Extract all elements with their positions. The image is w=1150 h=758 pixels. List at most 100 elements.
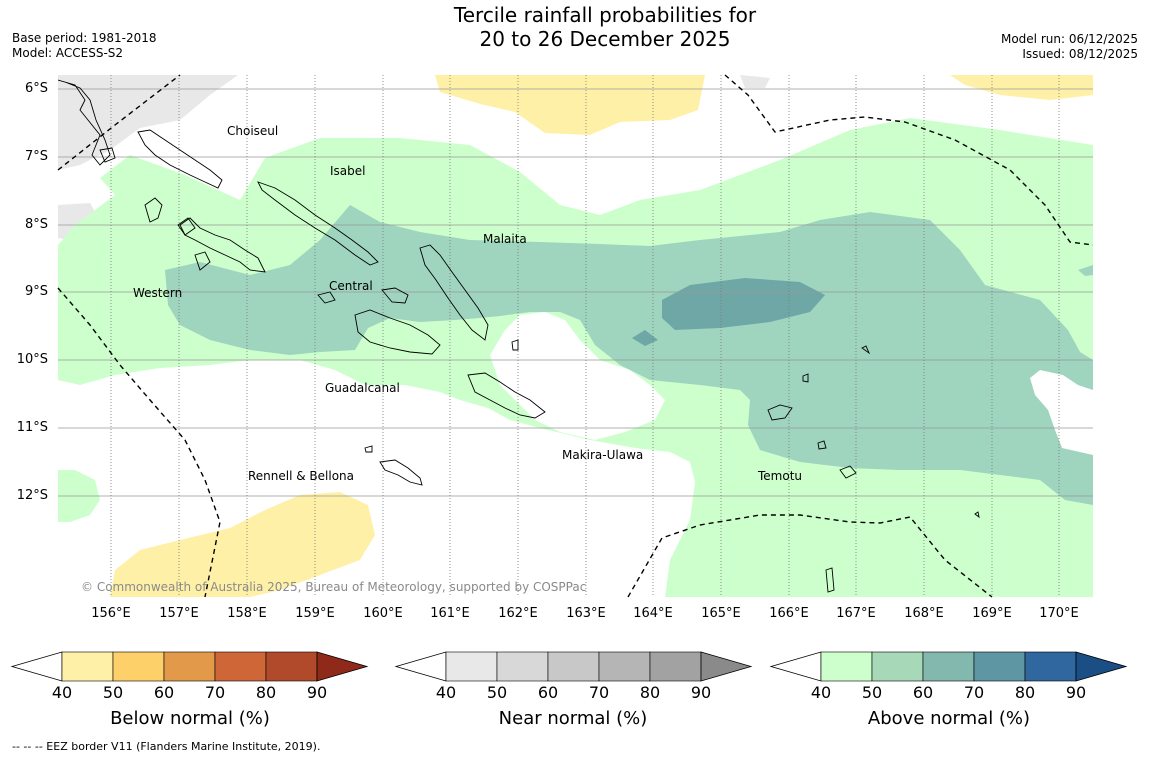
place-label-central: Central (329, 279, 373, 293)
place-label-western: Western (133, 286, 183, 300)
above-normal-60-region-small (632, 330, 658, 346)
vella-lavella-coast (144, 197, 163, 223)
above-normal-50-region-east (1078, 265, 1093, 276)
colorbar-above-tick-80: 80 (1014, 683, 1036, 702)
place-label-makira-ulawa: Makira-Ulawa (562, 448, 644, 462)
lon-label-168e: 168°E (904, 606, 944, 621)
tikopia-coast (974, 511, 980, 519)
base-period: Base period: 1981-2018 (12, 31, 157, 45)
lon-label-167e: 167°E (836, 606, 876, 621)
guadalcanal-coast (354, 309, 441, 355)
colorbar-near-tick-70: 70 (588, 683, 610, 702)
colorbar-title-above: Above normal (%) (867, 708, 1031, 729)
lon-label-169e: 169°E (972, 606, 1012, 621)
eez-border-east (724, 74, 1094, 246)
title-line-1: Tercile rainfall probabilities for (453, 3, 757, 27)
colorbar-above-tick-70: 70 (963, 683, 985, 702)
colorbar-near-tick-40: 40 (435, 683, 457, 702)
near-normal-region-top (740, 75, 770, 88)
model-name: Model: ACCESS-S2 (12, 46, 124, 60)
choiseul-coast (137, 129, 223, 189)
lon-label-157e: 157°E (159, 606, 199, 621)
lat-label-8s: 8°S (24, 217, 48, 232)
above-normal-50-region (165, 205, 1093, 505)
lat-label-10s: 10°S (16, 352, 48, 367)
vanikoro-coast (839, 465, 857, 479)
lon-label-166e: 166°E (769, 606, 809, 621)
eez-borders (57, 74, 1094, 598)
new-georgia-coast (179, 217, 266, 273)
makira-coast (467, 372, 546, 419)
copyright-credit: © Commonwealth of Australia 2025, Bureau… (81, 580, 587, 594)
bougainville-coast (58, 79, 111, 166)
colorbar-title-near: Near normal (%) (498, 708, 648, 729)
above-normal-60-region (662, 278, 825, 330)
below-normal-region-south (110, 492, 375, 597)
eez-legend-note: -- -- -- EEZ border V11 (Flanders Marine… (12, 740, 321, 753)
colorbar-below-tick-80: 80 (255, 683, 277, 702)
anuta-coast (825, 567, 835, 593)
lon-label-161e: 161°E (430, 606, 470, 621)
malaita-coast (419, 244, 489, 341)
colorbar-above-tick-90: 90 (1065, 683, 1087, 702)
near-normal-region-nw (58, 75, 238, 170)
colorbar-below-tick-50: 50 (102, 683, 124, 702)
reef-islands-coast (802, 373, 809, 383)
colorbar-near-tick-60: 60 (537, 683, 559, 702)
lat-label-9s: 9°S (24, 284, 48, 299)
bellona-coast (364, 445, 373, 453)
ulawa-coast (511, 339, 519, 351)
colorbar-above-tick-60: 60 (912, 683, 934, 702)
eez-border-west (57, 287, 221, 598)
santa-cruz-coast (767, 404, 793, 421)
coastlines (58, 79, 980, 593)
colorbar-near-tick-80: 80 (639, 683, 661, 702)
colorbar-above-tick-40: 40 (810, 683, 832, 702)
lat-label-7s: 7°S (24, 149, 48, 164)
lat-label-12s: 12°S (16, 488, 48, 503)
rennell-coast (379, 459, 423, 486)
colorbar-above-tick-50: 50 (861, 683, 883, 702)
lon-label-159e: 159°E (295, 606, 335, 621)
colorbar-near-tick-90: 90 (690, 683, 712, 702)
kolombangara-coast (177, 217, 196, 236)
no-signal-hole-se (1030, 370, 1093, 462)
below-normal-region-ne (950, 75, 1093, 100)
place-label-malaita: Malaita (483, 232, 527, 246)
lon-label-164e: 164°E (633, 606, 673, 621)
lon-label-163e: 163°E (566, 606, 606, 621)
model-run-date: Model run: 06/12/2025 (1000, 32, 1138, 46)
lon-label-160e: 160°E (363, 606, 403, 621)
duff-islands-coast (861, 345, 871, 355)
eez-border-north (57, 74, 181, 171)
no-signal-hole-central (490, 312, 665, 440)
russell-coast (317, 291, 336, 304)
place-label-rennell-bellona: Rennell & Bellona (248, 469, 355, 483)
lon-label-162e: 162°E (498, 606, 538, 621)
place-label-isabel: Isabel (330, 164, 366, 178)
colorbar-below-tick-60: 60 (153, 683, 175, 702)
title-line-2: 20 to 26 December 2025 (479, 27, 731, 51)
place-label-choiseul: Choiseul (227, 124, 279, 138)
run-info: Model run: 06/12/2025 Issued: 08/12/2025 (1001, 32, 1138, 62)
nggela-coast (381, 287, 409, 304)
colorbar-near-tick-50: 50 (486, 683, 508, 702)
map-title: Tercile rainfall probabilities for 20 to… (400, 3, 810, 51)
lon-label-170e: 170°E (1039, 606, 1079, 621)
shortland-coast (99, 147, 116, 163)
lat-label-11s: 11°S (16, 420, 48, 435)
issued-date: Issued: 08/12/2025 (1022, 47, 1138, 61)
lat-label-6s: 6°S (24, 81, 48, 96)
lon-label-158e: 158°E (227, 606, 267, 621)
colorbar-below-tick-70: 70 (204, 683, 226, 702)
utupua-coast (817, 440, 827, 450)
isabel-coast (257, 181, 379, 266)
colorbar-below-tick-90: 90 (306, 683, 328, 702)
colorbar-title-below: Below normal (%) (110, 708, 270, 729)
place-label-guadalcanal: Guadalcanal (325, 381, 400, 395)
eez-border-south (627, 514, 993, 598)
graticule (58, 88, 1093, 497)
lon-label-165e: 165°E (701, 606, 741, 621)
lon-label-156e: 156°E (91, 606, 131, 621)
